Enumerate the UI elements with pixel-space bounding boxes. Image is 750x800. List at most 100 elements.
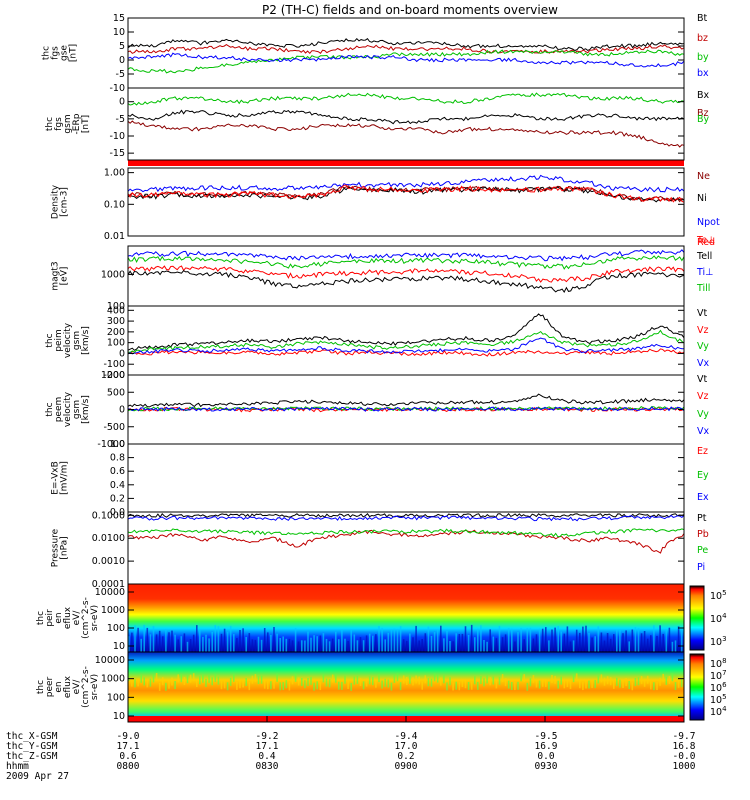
spectrogram-streak: [335, 674, 337, 683]
spectrogram-streak: [455, 633, 457, 652]
spectrogram-streak: [325, 638, 328, 652]
y-axis-label: -ERp: [72, 113, 82, 134]
spectrogram-streak: [526, 682, 529, 691]
spectrogram-streak: [214, 625, 217, 652]
spectrogram-streak: [341, 630, 343, 652]
spectrogram-streak: [267, 632, 269, 652]
spectrogram-streak: [603, 677, 606, 686]
spectrogram-streak: [575, 629, 578, 652]
y-tick-label: 0: [119, 405, 125, 416]
spectrogram-streak: [393, 674, 396, 683]
spectrogram-streak: [162, 677, 164, 686]
spectrogram-streak: [616, 629, 618, 652]
spectrogram-streak: [350, 629, 352, 652]
series-line-Vt: [127, 393, 685, 408]
spectrogram-streak: [406, 677, 408, 685]
panel-1: 15 10 5 0 -5 -10 thc fgs gse [nT] Bt bz by bx: [42, 13, 710, 94]
legend-Vy: Vy: [697, 409, 709, 420]
y-axis-label: [km/s]: [81, 395, 91, 424]
spectrogram-streak: [257, 676, 260, 685]
spectrogram-streak: [381, 627, 383, 652]
legend-Vt: Vt: [697, 308, 707, 319]
spectrogram-streak: [606, 633, 609, 652]
spectrogram-streak: [226, 631, 229, 652]
y-tick-label: 0.01: [104, 231, 125, 242]
series-line-Bz: [127, 120, 685, 148]
spectrogram-streak: [335, 631, 337, 652]
spectrogram-streak: [545, 678, 547, 687]
footer-value: 0930: [535, 761, 558, 772]
spectrogram-streak: [229, 625, 232, 652]
spectrogram-streak: [128, 673, 130, 681]
spectrogram-streak: [202, 636, 204, 652]
spectrogram-streak: [526, 628, 529, 652]
spectrogram-streak: [279, 638, 281, 652]
spectrogram-streak: [529, 627, 532, 652]
footer-value: 17.1: [117, 741, 140, 752]
y-tick-label: 100: [107, 338, 125, 349]
spectrogram-streak: [248, 682, 251, 691]
spectrogram-streak: [285, 638, 288, 652]
spectrogram-streak: [183, 677, 186, 685]
spectrogram-streak: [535, 679, 538, 688]
legend-By: By: [697, 114, 710, 125]
spectrogram-streak: [443, 638, 445, 652]
spectrogram-streak: [251, 639, 254, 652]
legend-Tell: Tell: [696, 251, 712, 262]
spectrogram-streak: [579, 680, 581, 689]
spectrogram-streak: [671, 673, 674, 682]
spectrogram-streak: [452, 641, 454, 652]
spectrogram-streak: [171, 630, 173, 652]
spectrogram-streak: [282, 682, 284, 691]
y-axis-label: en: [54, 681, 64, 692]
spectrogram-streak: [609, 677, 612, 686]
spectrogram-streak: [285, 680, 288, 689]
spectrogram-streak: [532, 638, 535, 652]
spectrogram-streak: [551, 675, 553, 683]
footer-value: -9.4: [395, 731, 418, 742]
spectrogram-streak: [600, 632, 603, 652]
y-axis-label: eflux: [63, 675, 73, 698]
spectrogram-streak: [260, 639, 263, 652]
spectrogram-streak: [650, 681, 652, 690]
y-axis-label: thc: [36, 680, 46, 694]
y-axis-label: velocity: [63, 391, 73, 427]
y-tick-label: 0.1000: [92, 510, 125, 521]
spectrogram-streak: [464, 626, 467, 652]
spectrogram-streak: [186, 675, 189, 684]
panel-4: 1000 100 magt3 [eV] Te⊥ Tell Ti⊥ Till: [51, 235, 716, 312]
spectrogram-streak: [381, 680, 383, 689]
y-axis-label: [mV/m]: [60, 461, 70, 495]
spectrogram-streak: [557, 626, 559, 652]
colorbar: [689, 653, 705, 721]
spectrogram-streak: [331, 674, 334, 683]
spectrogram-streak: [665, 629, 668, 652]
y-tick-label: 1000: [101, 269, 125, 280]
spectrogram-streak: [165, 628, 167, 652]
panel-3: 1.00 0.10 0.01 Density [cm-3] Ne Ni Npot Red: [51, 167, 720, 248]
spectrogram-streak: [128, 636, 130, 652]
footer-value: 0830: [256, 761, 279, 772]
colorbar-tick-label: 103: [710, 635, 727, 648]
spectrogram-streak: [199, 629, 201, 652]
spectrogram-streak: [362, 640, 365, 652]
spectrogram-streak: [402, 675, 405, 684]
spectrogram-streak: [477, 681, 479, 690]
spectrogram-streak: [328, 679, 331, 688]
spectrogram-streak: [480, 676, 482, 684]
spectrogram-streak: [486, 641, 488, 652]
y-axis-label: peim: [54, 329, 64, 352]
spectrogram-streak: [656, 635, 658, 652]
spectrogram-streak: [616, 677, 618, 686]
y-axis-label: gsm: [72, 400, 82, 419]
series-line-Bx: [127, 109, 685, 125]
series-line-Pi: [127, 514, 685, 522]
spectrogram-streak: [464, 680, 467, 689]
panel-frame: [127, 167, 685, 237]
y-axis-label: Pressure: [51, 528, 61, 567]
legend-Npot: Npot: [697, 217, 720, 228]
spectrogram-streak: [594, 636, 596, 652]
spectrogram-streak: [501, 637, 504, 652]
spectrogram-streak: [643, 631, 646, 652]
